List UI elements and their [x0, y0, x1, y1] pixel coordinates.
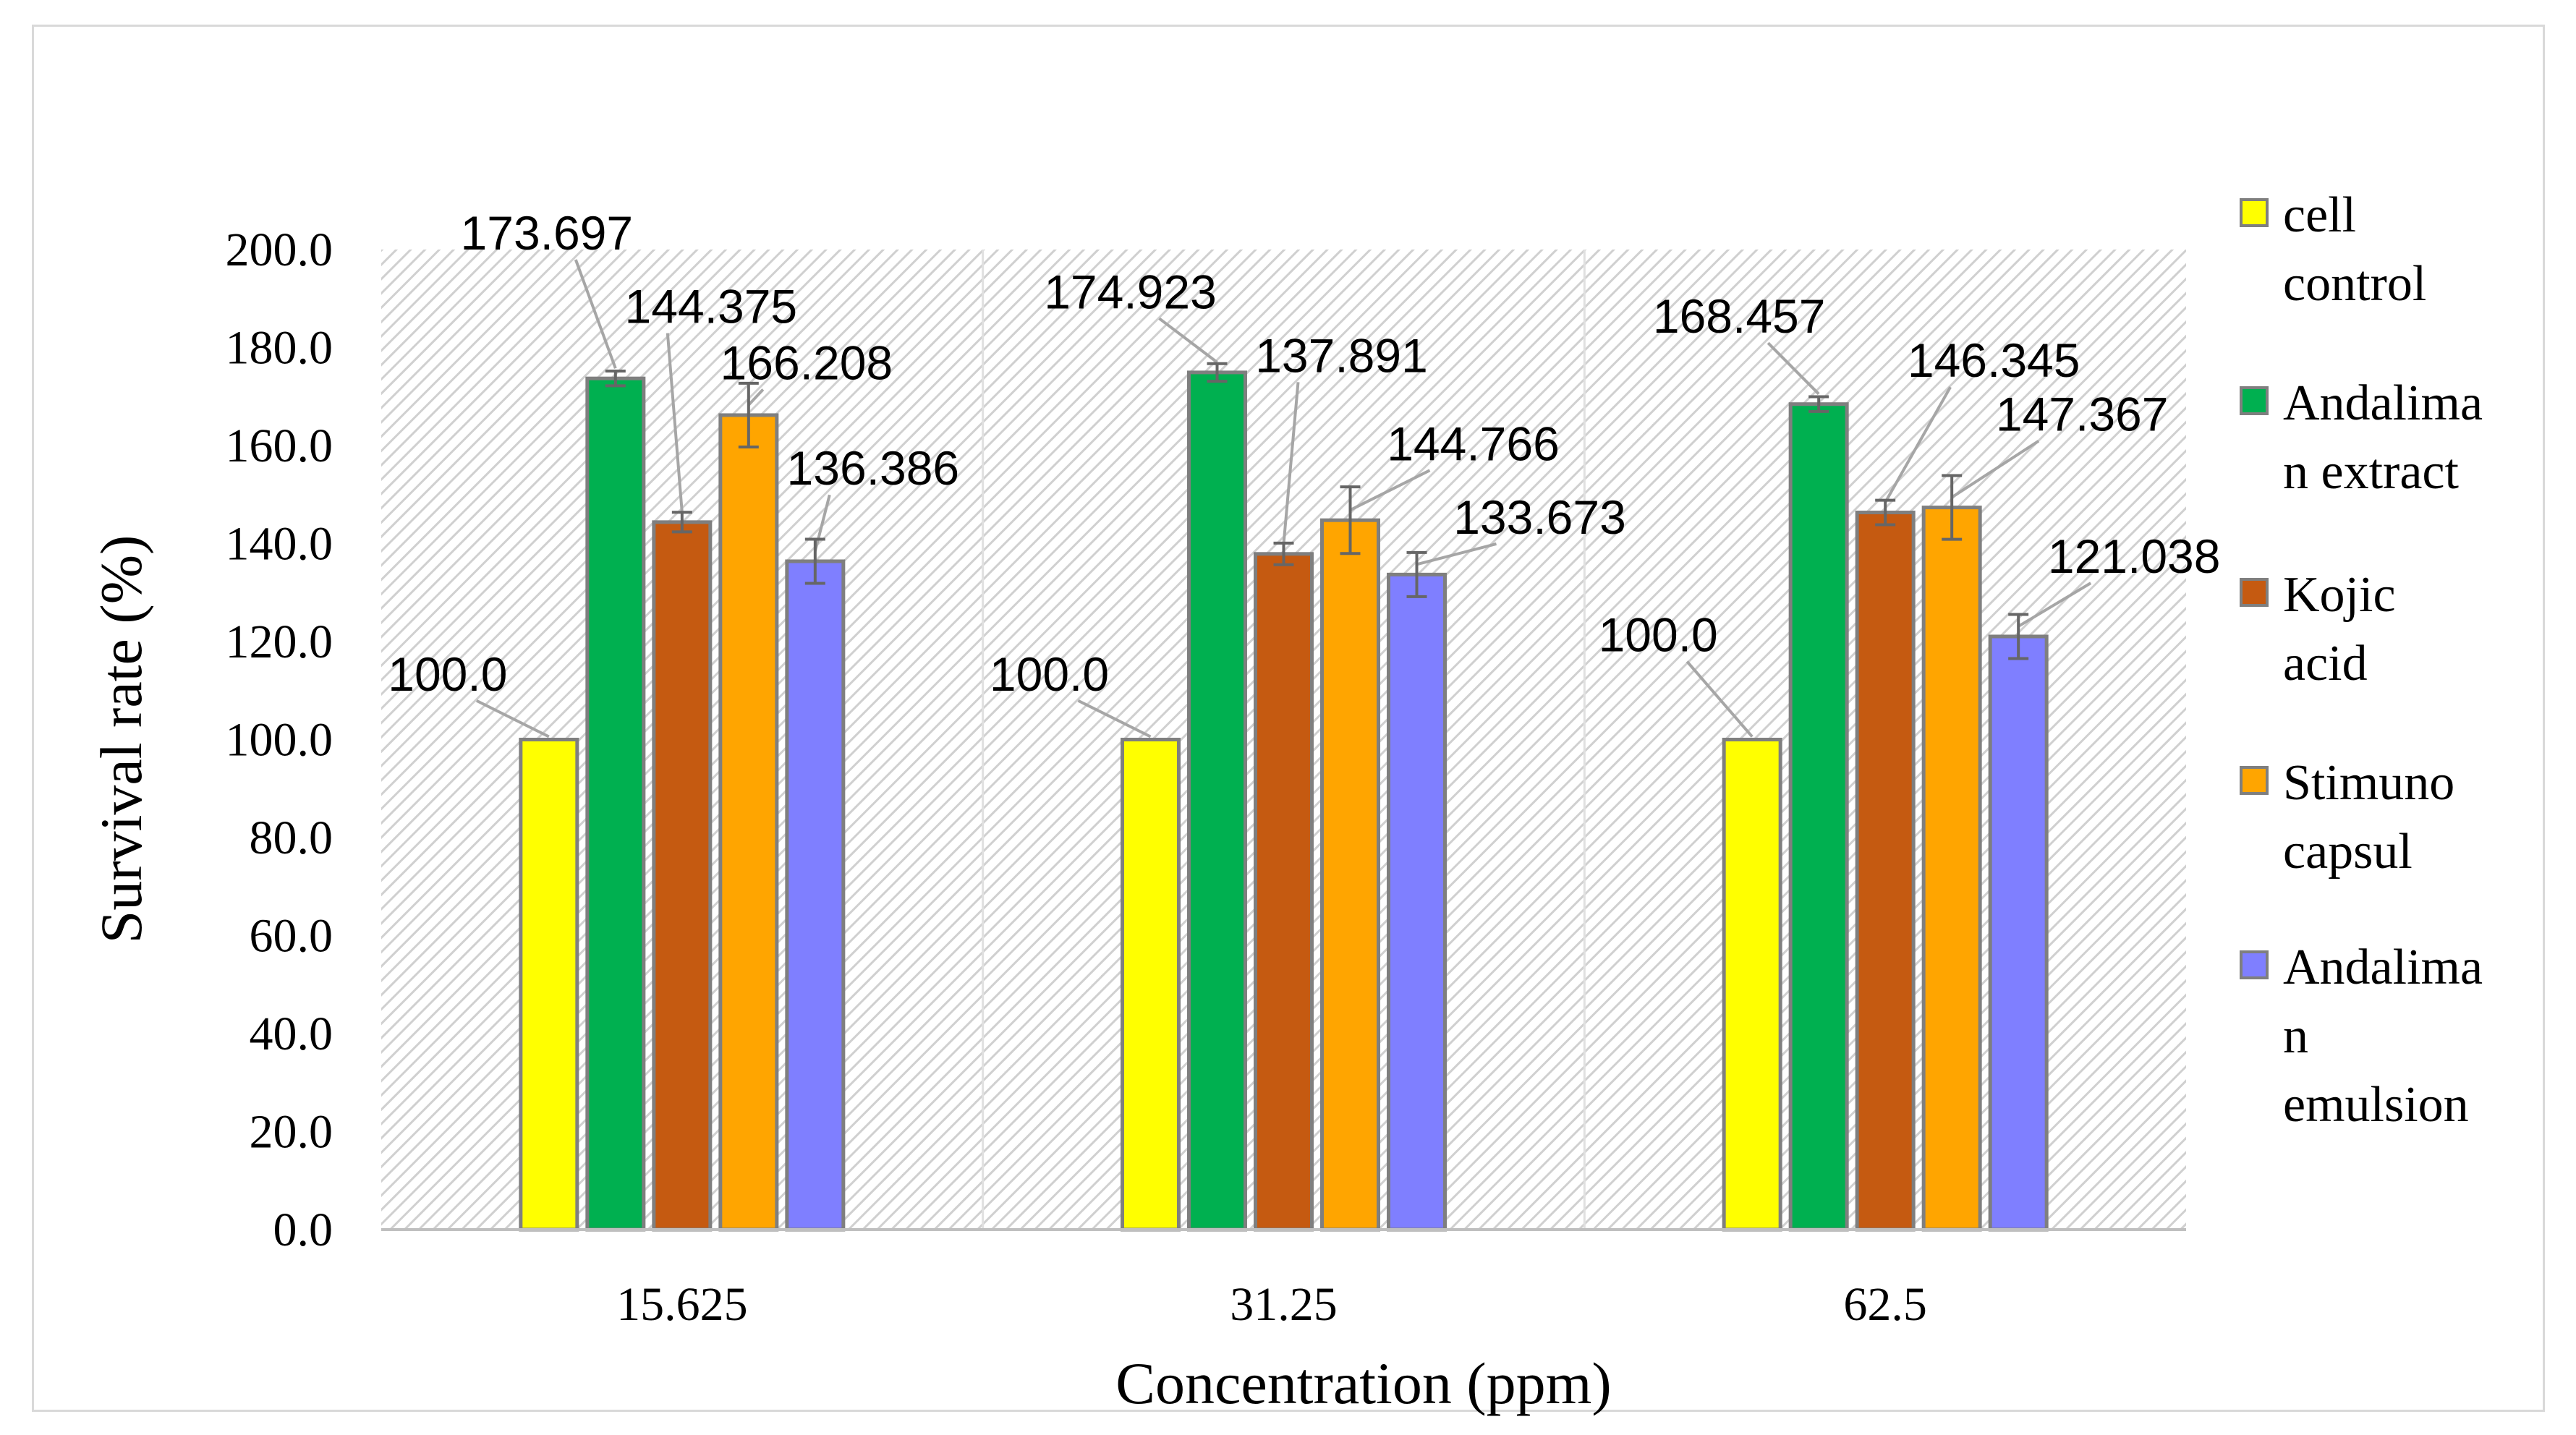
y-tick-label: 0.0 [273, 1204, 333, 1256]
bar [1187, 370, 1247, 1232]
legend-label: Stimuno [2283, 755, 2454, 811]
leader-line [2018, 582, 2092, 628]
legend-label: n [2283, 1008, 2308, 1064]
y-tick-label: 80.0 [250, 812, 333, 864]
data-label: 133.673 [1453, 490, 1626, 544]
legend-swatch [2240, 578, 2269, 607]
y-tick-label: 200.0 [226, 223, 333, 276]
bar [1254, 552, 1314, 1232]
legend-label: capsul [2283, 824, 2413, 880]
leader-line [1158, 317, 1218, 364]
bar [585, 376, 646, 1232]
x-tick-label: 15.625 [616, 1278, 748, 1331]
leader-line [666, 333, 684, 513]
leader-line [813, 494, 831, 552]
data-label: 144.375 [625, 280, 798, 333]
data-label: 121.038 [2048, 529, 2221, 583]
legend-label: Andalima [2283, 375, 2483, 431]
leader-line [1282, 382, 1300, 544]
legend-label: n extract [2283, 444, 2459, 500]
y-tick-label: 160.0 [226, 420, 333, 472]
bar [519, 738, 579, 1232]
data-label: 100.0 [990, 647, 1109, 701]
leader-line [1416, 542, 1497, 566]
bar [1320, 518, 1380, 1232]
data-label: 136.386 [787, 441, 960, 495]
leader-line [747, 388, 765, 406]
legend: cell control Andalima n extract Kojic acid Sti… [2240, 187, 2483, 1133]
data-label: 173.697 [461, 206, 634, 260]
leader-line [1077, 699, 1152, 738]
bar [1921, 506, 1982, 1232]
legend-label: Kojic [2283, 567, 2396, 623]
bar [1855, 511, 1916, 1232]
leader-line [475, 699, 550, 738]
bar [1387, 572, 1447, 1232]
legend-label: control [2283, 256, 2426, 312]
data-label: 137.891 [1255, 328, 1428, 382]
bar [652, 520, 713, 1232]
leader-line [1349, 469, 1431, 511]
legend-swatch [2240, 386, 2269, 415]
legend-swatch [2240, 198, 2269, 227]
legend-swatch [2240, 950, 2269, 979]
data-label: 144.766 [1387, 417, 1560, 470]
bar [1722, 738, 1782, 1232]
y-tick-label: 40.0 [250, 1008, 333, 1060]
data-label: 147.367 [1996, 388, 2169, 441]
y-tick-label: 20.0 [250, 1106, 333, 1159]
leader-line [1884, 386, 1952, 503]
data-label: 100.0 [1599, 608, 1718, 662]
y-tick-label: 180.0 [226, 322, 333, 375]
data-label: 174.923 [1044, 265, 1217, 318]
leader-line [1767, 341, 1820, 396]
x-axis-title: Concentration (ppm) [1115, 1350, 1611, 1416]
y-tick-label: 60.0 [250, 910, 333, 963]
legend-swatch [2240, 766, 2269, 795]
bar [718, 413, 779, 1232]
legend-label: emulsion [2283, 1077, 2469, 1133]
legend-label: acid [2283, 636, 2368, 691]
leader-line [574, 259, 617, 369]
bar [1121, 738, 1181, 1232]
x-tick-label: 31.25 [1230, 1278, 1338, 1331]
y-tick-label: 120.0 [226, 616, 333, 668]
legend-label: cell [2283, 187, 2356, 243]
y-tick-label: 100.0 [226, 714, 333, 767]
data-label: 166.208 [720, 336, 893, 390]
legend-label: Andalima [2283, 940, 2483, 995]
leader-line [1951, 439, 2040, 499]
bar [1988, 634, 2049, 1232]
bar [1788, 402, 1849, 1232]
leader-line [1686, 660, 1754, 738]
y-axis-title: Survival rate (%) [88, 535, 154, 944]
y-tick-label: 140.0 [226, 518, 333, 571]
data-label: 168.457 [1653, 289, 1826, 343]
data-label: 146.345 [1908, 333, 2080, 387]
bar [785, 559, 846, 1232]
data-label: 100.0 [388, 647, 507, 701]
x-tick-label: 62.5 [1843, 1278, 1927, 1331]
